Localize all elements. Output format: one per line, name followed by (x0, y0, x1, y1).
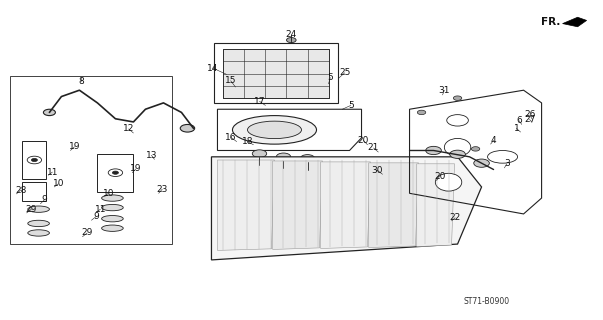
Text: 3: 3 (504, 159, 510, 168)
Circle shape (43, 109, 55, 116)
Text: 17: 17 (254, 97, 265, 106)
Text: 21: 21 (368, 143, 379, 152)
Polygon shape (368, 163, 418, 248)
Text: 29: 29 (81, 228, 93, 237)
Circle shape (286, 37, 296, 43)
Text: 20: 20 (358, 136, 369, 145)
Text: 4: 4 (491, 136, 496, 145)
Text: 18: 18 (242, 137, 253, 146)
Circle shape (417, 110, 426, 115)
Text: FR.: FR. (541, 17, 560, 27)
Polygon shape (212, 157, 482, 260)
Ellipse shape (28, 230, 49, 236)
Text: 20: 20 (434, 172, 445, 181)
Ellipse shape (102, 215, 123, 222)
Text: 26: 26 (524, 110, 535, 119)
Circle shape (252, 150, 267, 157)
Text: 27: 27 (524, 115, 535, 124)
Text: 8: 8 (78, 77, 84, 86)
Ellipse shape (488, 150, 517, 163)
Text: 19: 19 (69, 142, 80, 151)
Text: 9: 9 (93, 212, 99, 221)
Polygon shape (321, 162, 370, 249)
Text: 11: 11 (46, 168, 58, 177)
Ellipse shape (28, 220, 49, 227)
Polygon shape (563, 17, 587, 27)
Text: 29: 29 (26, 205, 37, 214)
Ellipse shape (102, 195, 123, 201)
Circle shape (276, 153, 291, 161)
Ellipse shape (28, 206, 49, 212)
Text: 11: 11 (95, 205, 106, 214)
Ellipse shape (102, 204, 123, 211)
Text: 1: 1 (514, 124, 519, 133)
Text: 31: 31 (438, 86, 450, 95)
Text: 24: 24 (286, 30, 297, 39)
Text: 22: 22 (449, 213, 461, 222)
Ellipse shape (435, 173, 462, 191)
Polygon shape (273, 161, 323, 250)
Bar (10, 76, 172, 244)
Text: 5: 5 (348, 101, 353, 110)
Text: 28: 28 (15, 186, 27, 195)
Ellipse shape (247, 121, 302, 139)
Text: 25: 25 (339, 68, 350, 77)
Text: 10: 10 (52, 179, 64, 188)
Ellipse shape (444, 139, 471, 156)
Circle shape (112, 171, 118, 174)
Ellipse shape (102, 225, 123, 231)
Polygon shape (218, 160, 274, 251)
Ellipse shape (447, 115, 469, 126)
Text: 13: 13 (146, 151, 157, 160)
Text: 5: 5 (327, 73, 333, 82)
Text: 30: 30 (371, 166, 383, 175)
Circle shape (31, 158, 37, 162)
Circle shape (472, 147, 480, 151)
Circle shape (474, 159, 490, 167)
Text: 6: 6 (516, 116, 522, 125)
Text: 10: 10 (103, 189, 114, 198)
Text: 14: 14 (207, 63, 218, 73)
Circle shape (453, 96, 462, 100)
Text: 19: 19 (130, 164, 142, 173)
Bar (224, 49, 329, 98)
Text: 16: 16 (225, 133, 236, 142)
Circle shape (300, 155, 315, 162)
Polygon shape (417, 164, 455, 247)
Circle shape (426, 146, 441, 155)
Text: 15: 15 (225, 76, 236, 85)
Text: 23: 23 (157, 185, 168, 194)
Circle shape (450, 150, 466, 158)
Text: 9: 9 (42, 195, 48, 204)
Text: ST71-B0900: ST71-B0900 (463, 297, 510, 306)
Ellipse shape (233, 116, 317, 144)
Circle shape (180, 124, 195, 132)
Text: 12: 12 (123, 124, 134, 133)
